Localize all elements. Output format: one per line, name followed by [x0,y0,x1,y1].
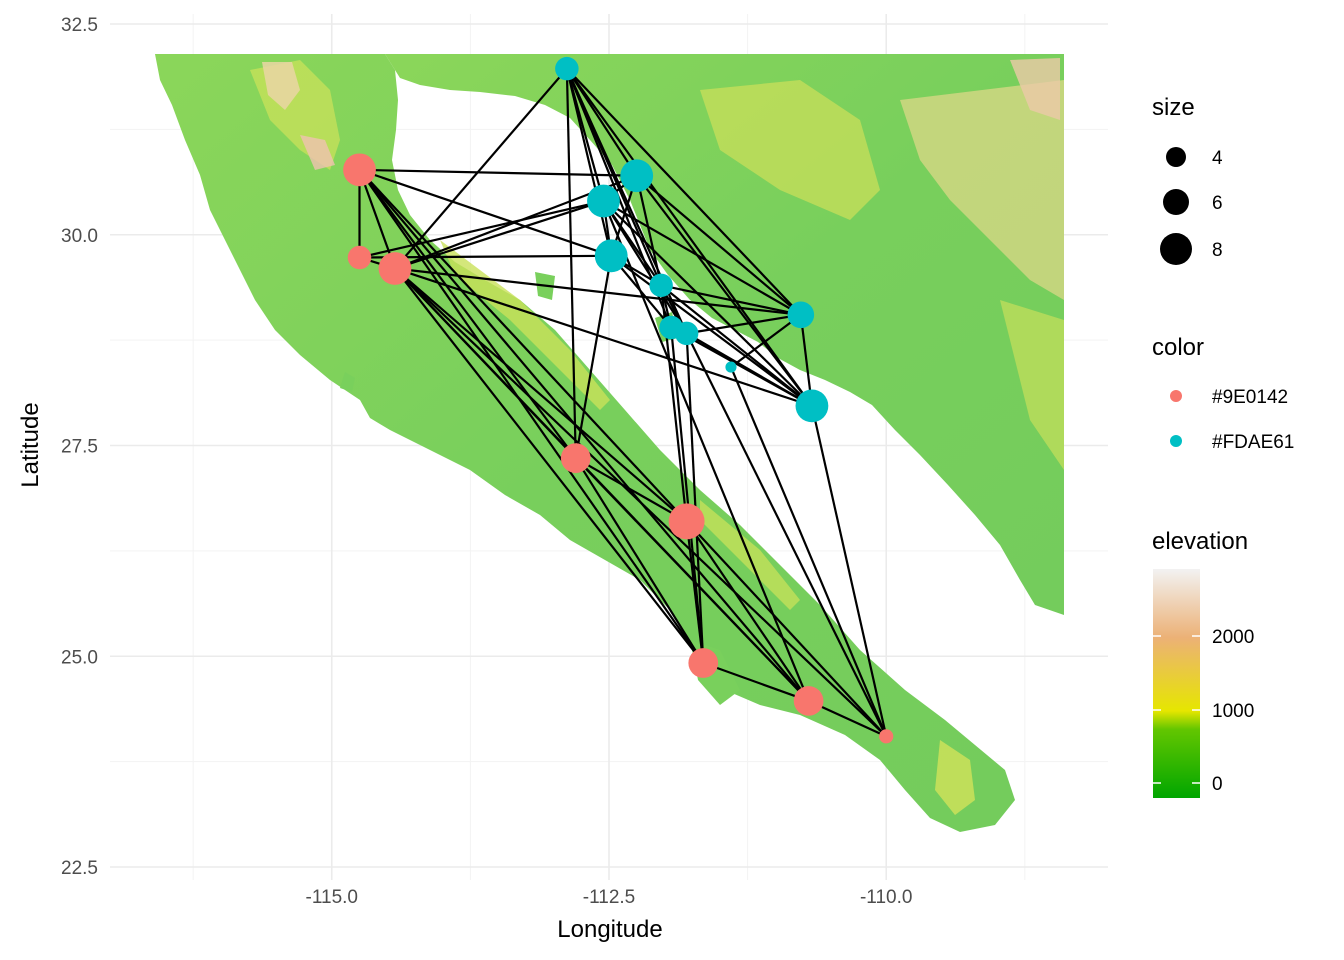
network-edge [635,175,663,286]
network-edge [810,405,888,737]
network-node [668,503,705,540]
network-edge [394,199,604,270]
size-legend-key-8 [1160,233,1192,265]
size-legend-key-6 [1163,189,1189,215]
network-node [674,321,699,346]
network-edge [685,520,810,702]
network-edge [359,168,612,257]
elevation-colorbar [1153,569,1200,798]
network-edge [685,332,888,737]
network-edge [574,457,810,702]
network-edge [359,168,637,177]
network-node [347,245,372,270]
color-legend-key-2 [1170,435,1182,447]
network-edge [394,67,568,270]
x-tick-label: -112.5 [583,887,635,908]
color-legend-title: color [1152,334,1204,361]
elevation-label-1000: 1000 [1212,701,1254,722]
network-edge [358,169,705,664]
size-legend-key-4 [1166,147,1186,167]
network-edge [565,68,813,407]
color-legend-key-1 [1170,390,1182,402]
network-edge [394,267,688,523]
mainland-area [385,54,1064,615]
y-tick-label: 25.0 [61,647,98,668]
x-tick-label: -115.0 [306,887,358,908]
network-edge [686,313,802,335]
size-legend: size 4 6 8 [1152,94,1223,265]
network-node [560,443,591,473]
y-tick-label: 32.5 [61,15,98,36]
network-node [787,301,815,329]
network-edge [602,200,688,334]
y-tick-label: 27.5 [61,437,98,458]
x-tick-label: -110.0 [860,887,912,908]
network-edge [602,200,810,702]
network-edge [394,267,813,407]
network-edge [565,68,613,257]
network-edge [702,661,809,702]
network-edge [565,68,577,459]
network-node [620,159,654,193]
size-legend-label-4: 4 [1212,148,1223,169]
peninsula-area [155,54,1015,832]
network-edge [358,169,577,459]
network-edge [636,174,802,316]
size-legend-label-8: 8 [1212,240,1223,261]
network-node [879,729,894,744]
network-node [343,153,376,187]
elevation-legend-title: elevation [1152,528,1248,555]
network-edge [635,175,813,407]
network-edge [574,457,705,664]
network-edge [574,255,613,459]
network-node [688,648,719,678]
network-edge [602,200,813,407]
network-edge [729,366,888,737]
size-legend-title: size [1152,94,1195,121]
network-node [725,361,737,373]
network-edge [730,313,802,368]
network-edge [610,254,813,407]
y-tick-label: 22.5 [61,858,98,879]
network-node [594,239,628,273]
network-edge [575,457,688,523]
network-edge [660,284,802,316]
x-axis-ticks: -115.0 -112.5 -110.0 [306,887,913,908]
network-node [795,389,829,423]
network-edge [359,199,604,259]
network-edge [358,169,397,269]
color-legend: color #9E0142 #FDAE61 [1152,334,1294,453]
elevation-label-2000: 2000 [1212,627,1254,648]
elevation-legend: elevation 2000 1000 0 [1152,528,1254,798]
network-nodes [343,56,894,744]
y-axis-title: Latitude [17,402,44,487]
network-node [793,686,824,716]
network-node [378,252,412,285]
color-legend-label-2: #FDAE61 [1212,432,1294,453]
elevation-raster [155,54,1064,832]
network-edge [394,267,887,738]
color-legend-label-1: #9E0142 [1212,387,1288,408]
network-edge [686,332,813,407]
network-edge [660,284,813,407]
network-edge [358,169,688,523]
network-edge [685,333,705,664]
network-edge [394,267,801,316]
network-edge [602,200,802,316]
network-node [555,56,579,81]
x-axis-title: Longitude [557,916,662,943]
network-edge [358,169,810,702]
network-node [649,273,673,298]
network-edge [566,67,802,316]
network-edge [394,267,705,664]
size-legend-label-6: 6 [1212,193,1223,214]
network-node [587,184,620,218]
y-axis-ticks: 22.5 25.0 27.5 30.0 32.5 [61,15,98,879]
elevation-label-0: 0 [1212,774,1223,795]
network-edge [685,520,888,738]
network-edge [670,327,705,664]
y-tick-label: 30.0 [61,226,98,247]
